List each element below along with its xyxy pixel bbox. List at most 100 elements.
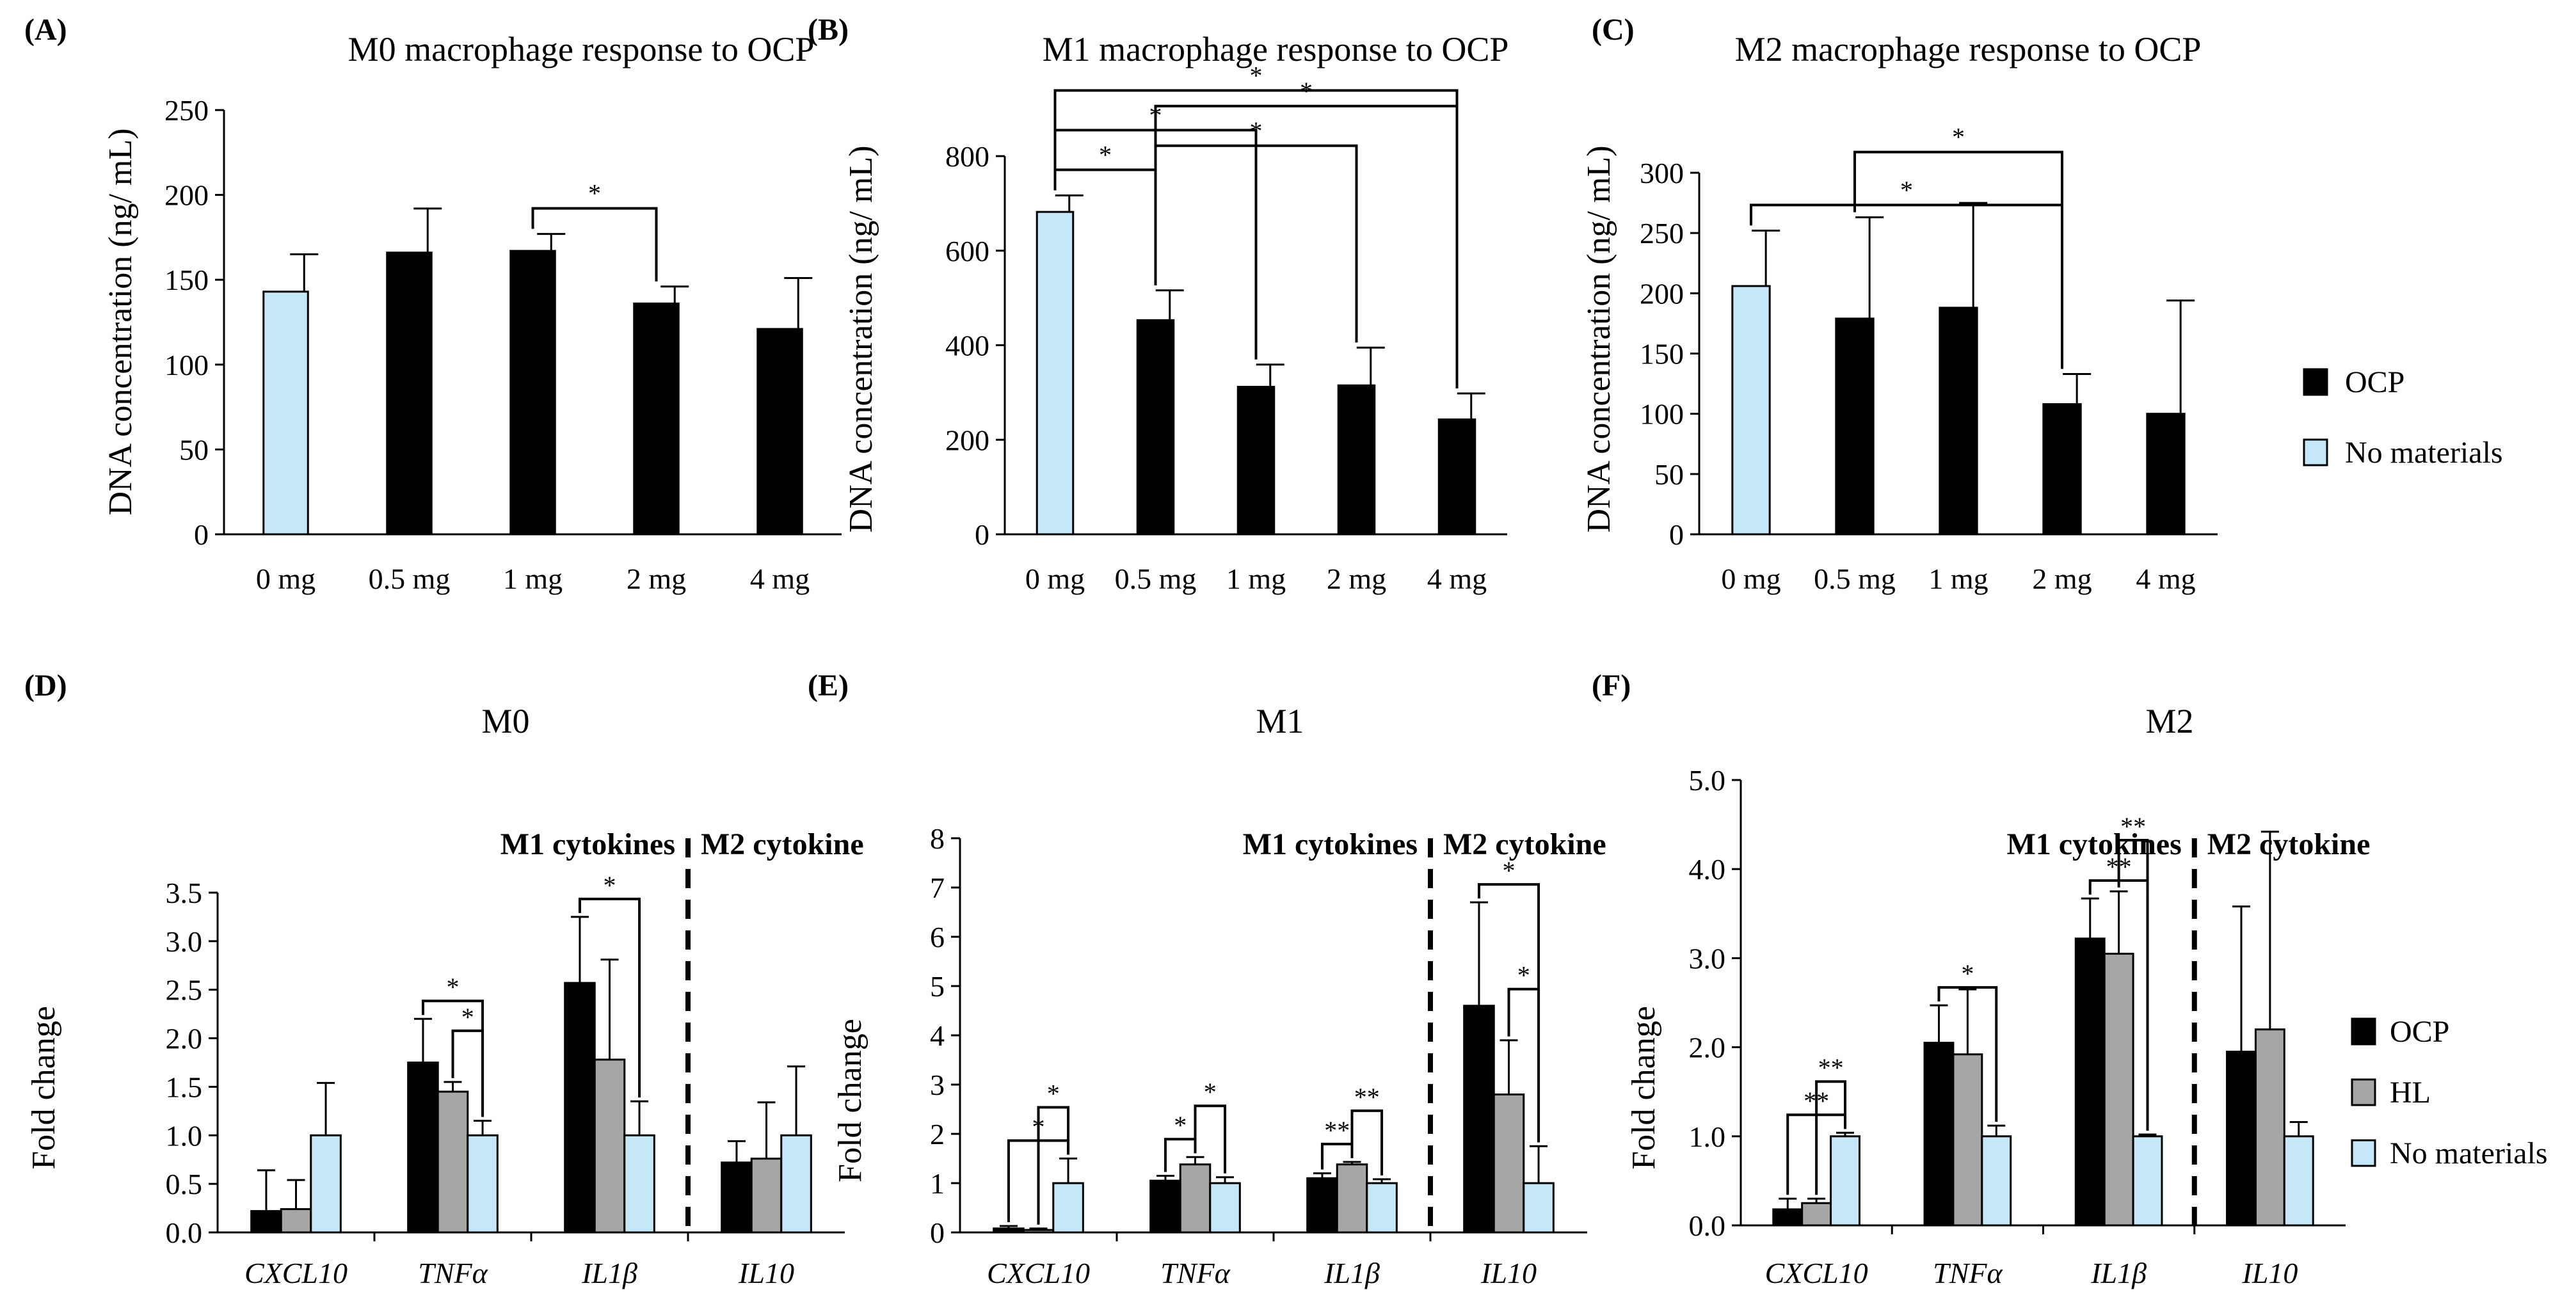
significance-bracket (451, 1029, 484, 1117)
x-tick-label: 4 mg (2136, 562, 2195, 595)
significance-label: * (1961, 959, 1974, 988)
y-tick-label: 150 (164, 264, 209, 296)
bar-ocp (721, 1161, 753, 1234)
bar-ocp (1149, 1179, 1181, 1234)
x-tick-label: IL10 (738, 1257, 794, 1289)
panel-title: M0 macrophage response to OCP (348, 30, 815, 68)
bar-ocp (1463, 1005, 1495, 1234)
y-tick-label: 7 (930, 872, 945, 904)
bar-ocp (407, 1062, 439, 1234)
bar-hl (1492, 1093, 1525, 1234)
panel-title: M1 macrophage response to OCP (1043, 30, 1509, 68)
panel-title: M2 (2145, 702, 2193, 740)
chart-panel-c: 0 50 100 150 200 250 300 DNA concentration (ng/… (1581, 13, 2218, 595)
bar (1939, 307, 1978, 536)
y-tick-label: 200 (1640, 277, 1684, 310)
legend-top: OCP No materials (2303, 365, 2503, 470)
y-tick-label: 250 (1640, 217, 1684, 250)
x-tick-label: TNFα (1933, 1257, 2003, 1289)
significance-bracket (1507, 987, 1540, 1143)
y-tick-label: 3 (930, 1069, 945, 1101)
bar-ocp (2074, 937, 2106, 1227)
legend-swatch (2351, 1139, 2376, 1167)
bar-no-materials (1830, 1135, 1860, 1227)
bar (1835, 317, 1875, 536)
bar-hl (1179, 1163, 1212, 1234)
y-tick-label: 4.0 (1689, 853, 1726, 886)
chart-panel-b: 0 200 400 600 800 DNA concentration (ng/ mL) (… (808, 13, 1508, 595)
x-tick-label: 0.5 mg (369, 562, 451, 595)
x-tick-label: 1 mg (503, 562, 563, 595)
y-tick-label: 200 (945, 424, 989, 456)
y-tick-label: 50 (179, 433, 209, 466)
x-tick-label: 1 mg (1928, 562, 1988, 595)
significance-label: * (1952, 123, 1965, 152)
bar-no-materials (467, 1134, 499, 1234)
legend-swatch (2351, 1078, 2376, 1106)
y-tick-label: 0 (194, 518, 209, 551)
x-tick-label: 0 mg (1025, 562, 1085, 595)
bar (1136, 319, 1175, 536)
group-label-m1: M1 cytokines (2006, 827, 2181, 861)
y-tick-label: 0.0 (1689, 1209, 1726, 1242)
x-tick-label: 2 mg (2032, 562, 2092, 595)
bar-ocp (250, 1210, 282, 1234)
y-tick-label: 0 (1669, 518, 1684, 551)
x-tick-label: CXCL10 (987, 1257, 1090, 1289)
significance-label: * (1047, 1079, 1060, 1108)
y-tick-label: 800 (945, 140, 989, 173)
y-tick-label: 1 (930, 1167, 945, 1200)
y-tick-label: 150 (1640, 338, 1684, 370)
y-axis-label: Fold change (26, 1006, 62, 1170)
bar-ocp (564, 982, 596, 1234)
y-tick-label: 0 (975, 518, 989, 551)
y-tick-label: 100 (164, 349, 209, 381)
bar-hl (1801, 1202, 1832, 1227)
significance-label: * (461, 1003, 474, 1031)
y-tick-label: 3.0 (1689, 942, 1726, 975)
x-tick-label: 0 mg (256, 562, 316, 595)
x-tick-label: 0.5 mg (1115, 562, 1197, 595)
y-tick-label: 3.5 (166, 877, 203, 909)
bar-no-materials (623, 1134, 655, 1234)
significance-label: ** (1354, 1083, 1380, 1111)
legend-label: OCP (2345, 365, 2404, 399)
bar-hl (2103, 952, 2134, 1227)
legend-label: HL (2390, 1076, 2431, 1110)
bar-no-materials (780, 1134, 812, 1234)
bar-no-materials (1052, 1182, 1084, 1234)
x-tick-label: IL10 (1480, 1257, 1537, 1289)
bar-hl (593, 1058, 626, 1234)
y-tick-label: 400 (945, 330, 989, 362)
bar (1731, 285, 1771, 536)
significance-label: * (1250, 61, 1263, 90)
y-tick-label: 1.5 (166, 1071, 203, 1103)
y-tick-label: 200 (164, 179, 209, 212)
significance-label: * (588, 179, 601, 208)
significance-label: * (447, 973, 460, 1001)
significance-label: ** (1818, 1053, 1844, 1082)
y-tick-label: 2.0 (166, 1023, 203, 1055)
y-axis-label: DNA concentration (ng/ mL) (102, 128, 139, 515)
y-tick-label: 6 (930, 921, 945, 953)
x-tick-label: 2 mg (1327, 562, 1386, 595)
y-tick-label: 8 (930, 822, 945, 855)
y-axis-label: DNA concentration (ng/ mL) (1581, 145, 1617, 532)
panel-title: M0 (481, 702, 529, 740)
y-tick-label: 2 (930, 1118, 945, 1151)
bar-ocp (2226, 1051, 2257, 1227)
bar (1036, 211, 1075, 536)
significance-bracket (1853, 150, 2063, 369)
y-tick-label: 5.0 (1689, 764, 1726, 797)
x-tick-label: 2 mg (627, 562, 686, 595)
x-tick-label: CXCL10 (1765, 1257, 1868, 1289)
bar (756, 328, 803, 536)
chart-panel-f: 0.0 1.0 2.0 3.0 4.0 5.0 Fold change (F) M2 CXCL10… (1592, 669, 2370, 1289)
y-tick-label: 50 (1654, 458, 1684, 491)
x-tick-label: 0.5 mg (1814, 562, 1896, 595)
bar (1236, 386, 1276, 536)
bar-ocp (1923, 1042, 1955, 1227)
bar (2042, 403, 2082, 536)
significance-bracket (1750, 203, 2063, 369)
significance-label: * (1503, 856, 1516, 885)
